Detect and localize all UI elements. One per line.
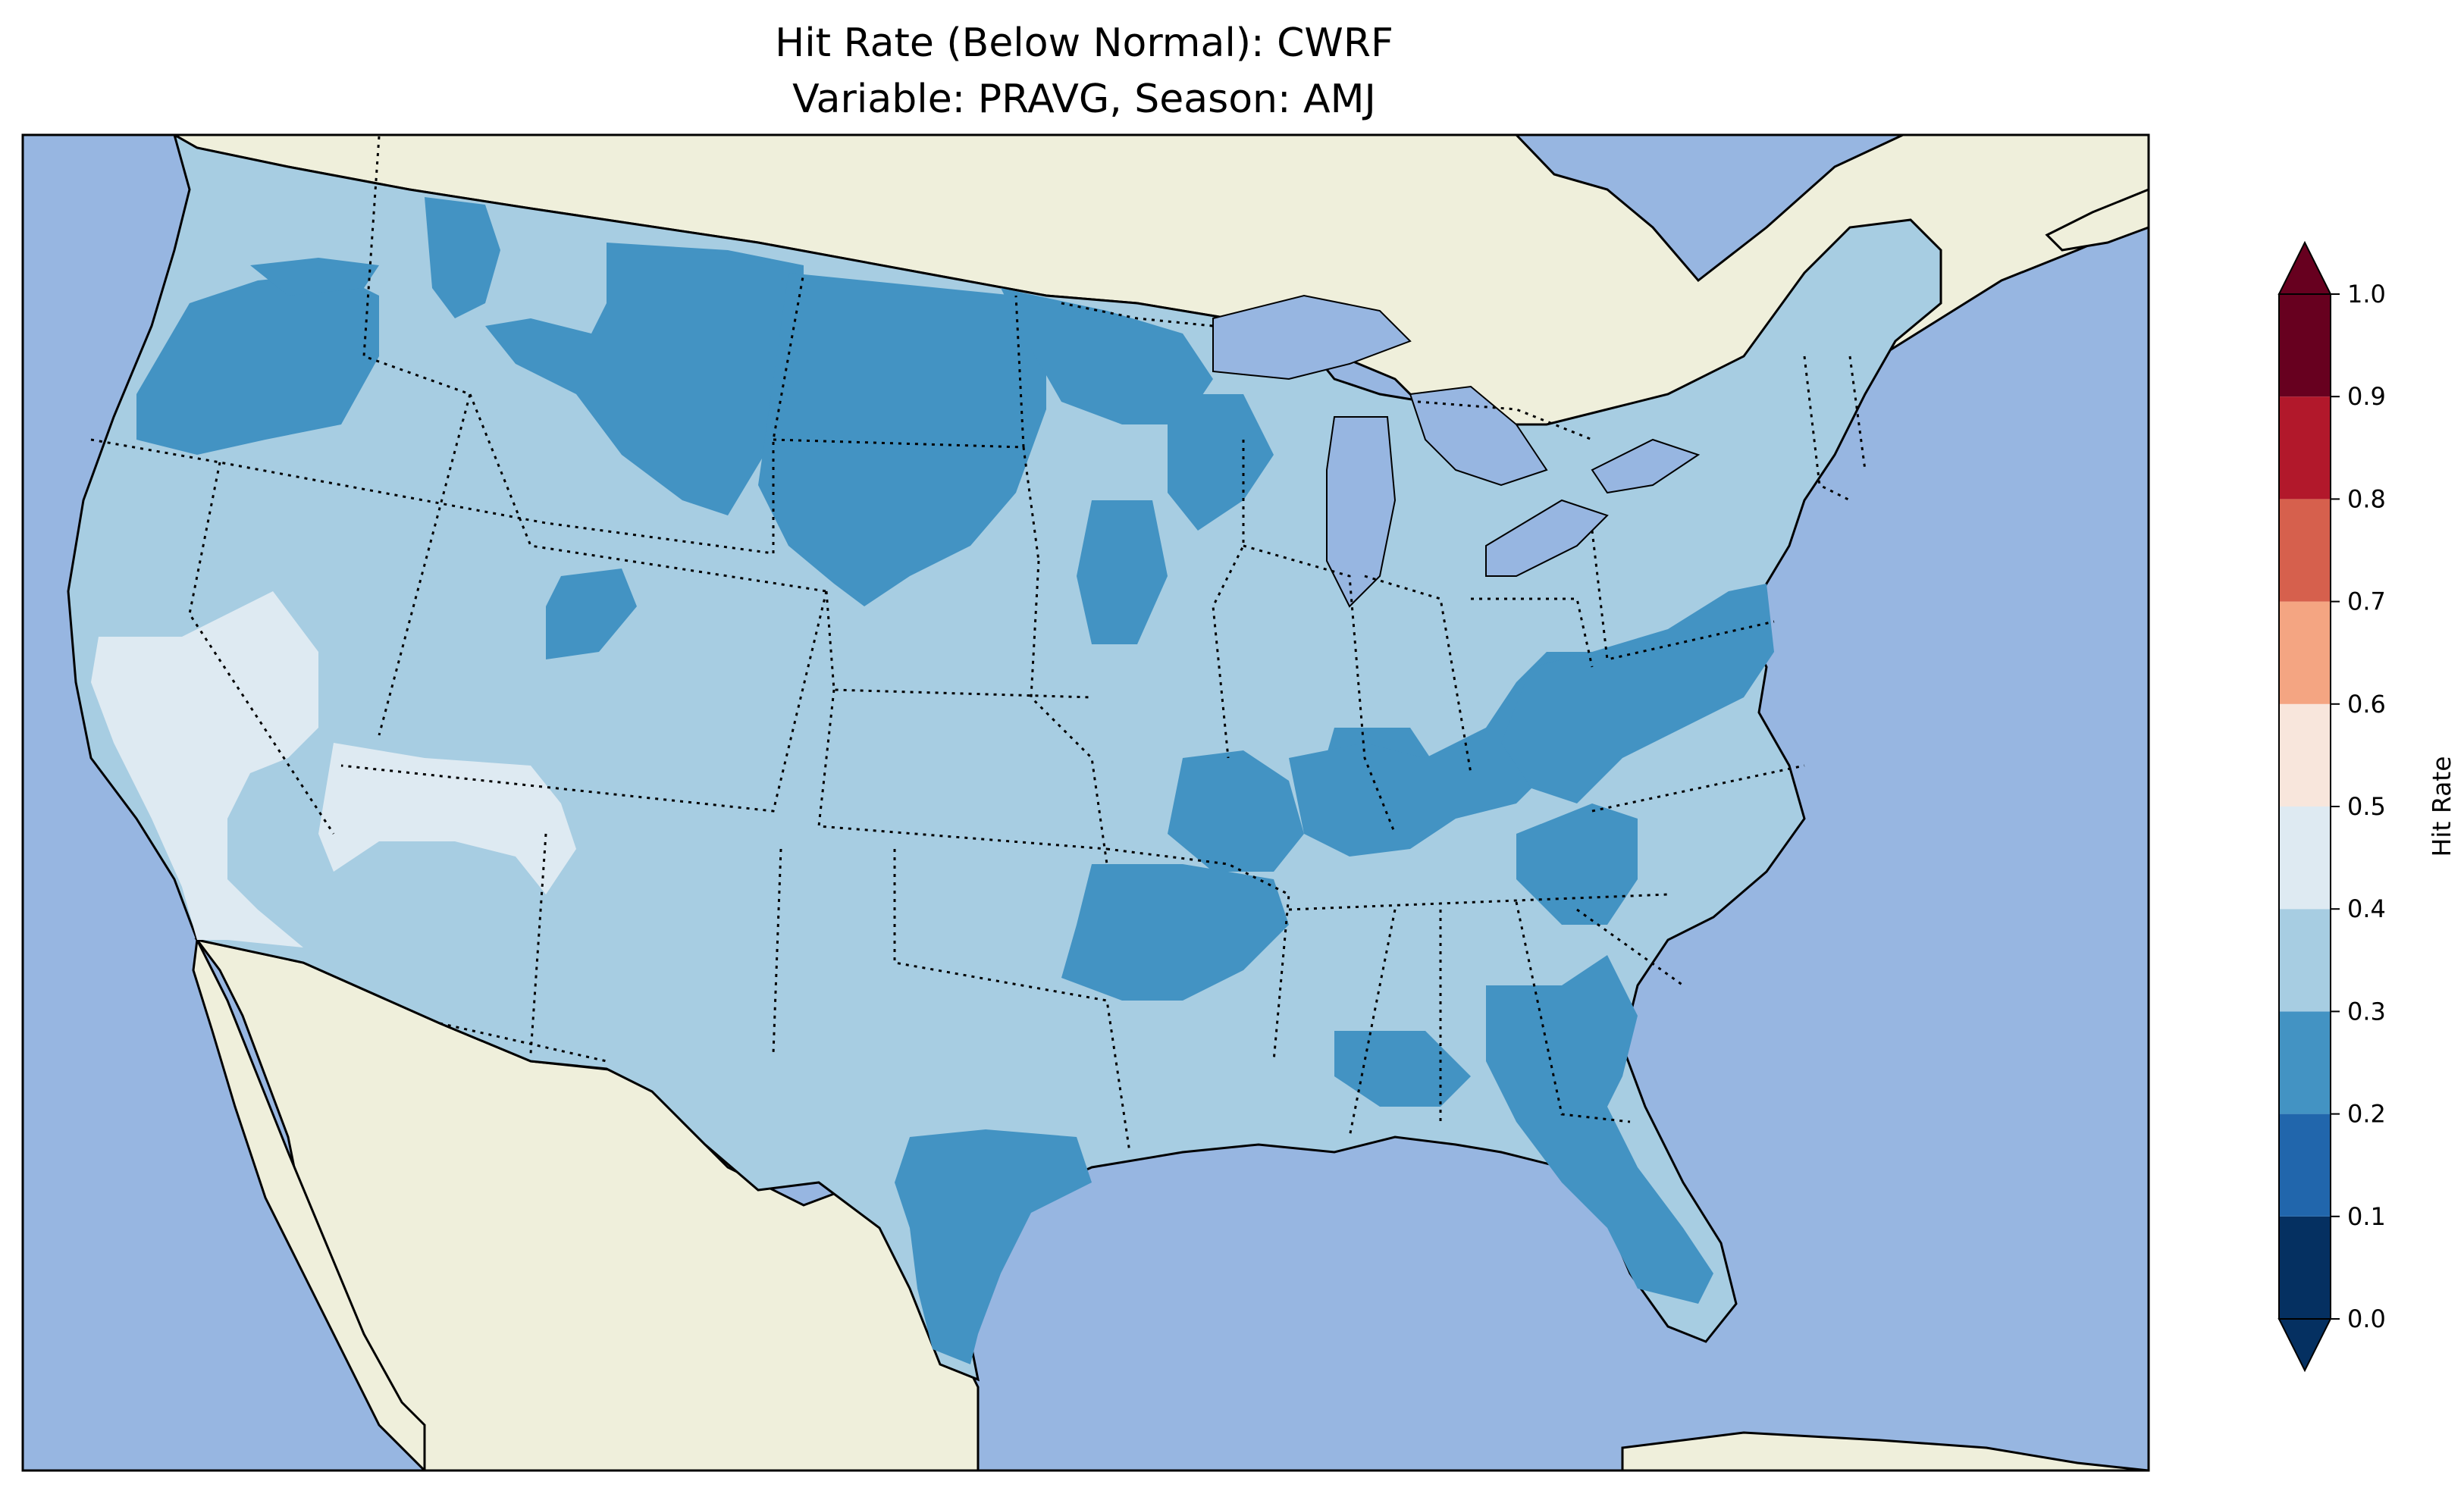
colorbar-bin-8 <box>2279 396 2331 500</box>
colorbar-bin-9 <box>2279 294 2331 397</box>
maritime-land <box>2045 188 2149 252</box>
colorbar-under-arrow <box>2277 1318 2332 1373</box>
baja-land <box>192 935 426 1471</box>
colorbar-bin-5 <box>2279 703 2331 807</box>
colorbar-label: Hit Rate <box>2427 756 2456 857</box>
colorbar-bin-2 <box>2279 1011 2331 1114</box>
colorbar: 0.0 0.1 0.2 0.3 0.4 0.5 0.6 0.7 0.8 0.9 1.0 Hit Ra… <box>2277 240 2456 1373</box>
title-line-1: Hit Rate (Below Normal): CWRF <box>775 20 1393 66</box>
colorbar-tick-label-6: 0.6 <box>2347 690 2386 719</box>
colorbar-tick-label-2: 0.2 <box>2347 1100 2386 1129</box>
colorbar-bins <box>2279 294 2331 1319</box>
colorbar-tick-label-9: 0.9 <box>2347 382 2386 411</box>
colorbar-bin-7 <box>2279 499 2331 602</box>
higher-hit-rate-regions <box>91 591 576 947</box>
caribbean-land <box>1621 1431 2149 1471</box>
colorbar-ticks: 0.0 0.1 0.2 0.3 0.4 0.5 0.6 0.7 0.8 0.9 1.0 <box>2331 280 2386 1333</box>
colorbar-tick-label-8: 0.8 <box>2347 484 2386 513</box>
colorbar-bin-3 <box>2279 909 2331 1012</box>
national-borders <box>439 302 1593 1063</box>
colorbar-bin-0 <box>2279 1216 2331 1319</box>
map-frame <box>21 133 2150 1472</box>
lower-hit-rate-regions <box>136 197 1774 1364</box>
colorbar-bin-4 <box>2279 807 2331 910</box>
colorbar-tick-label-3: 0.3 <box>2347 997 2386 1026</box>
colorbar-bin-6 <box>2279 601 2331 704</box>
map-panel <box>23 135 2149 1471</box>
colorbar-over-arrow <box>2277 240 2332 295</box>
great-lakes <box>1212 294 1701 608</box>
colorbar-tick-label-4: 0.4 <box>2347 894 2386 923</box>
colorbar-tick-label-5: 0.5 <box>2347 792 2386 821</box>
state-borders <box>90 136 1867 1153</box>
colorbar-tick-label-7: 0.7 <box>2347 587 2386 616</box>
colorbar-tick-label-0: 0.0 <box>2347 1305 2386 1333</box>
colorbar-tick-label-1: 0.1 <box>2347 1202 2386 1231</box>
title-line-2: Variable: PRAVG, Season: AMJ <box>792 77 1376 122</box>
colorbar-bin-1 <box>2279 1113 2331 1217</box>
colorbar-tick-label-10: 1.0 <box>2347 280 2386 309</box>
